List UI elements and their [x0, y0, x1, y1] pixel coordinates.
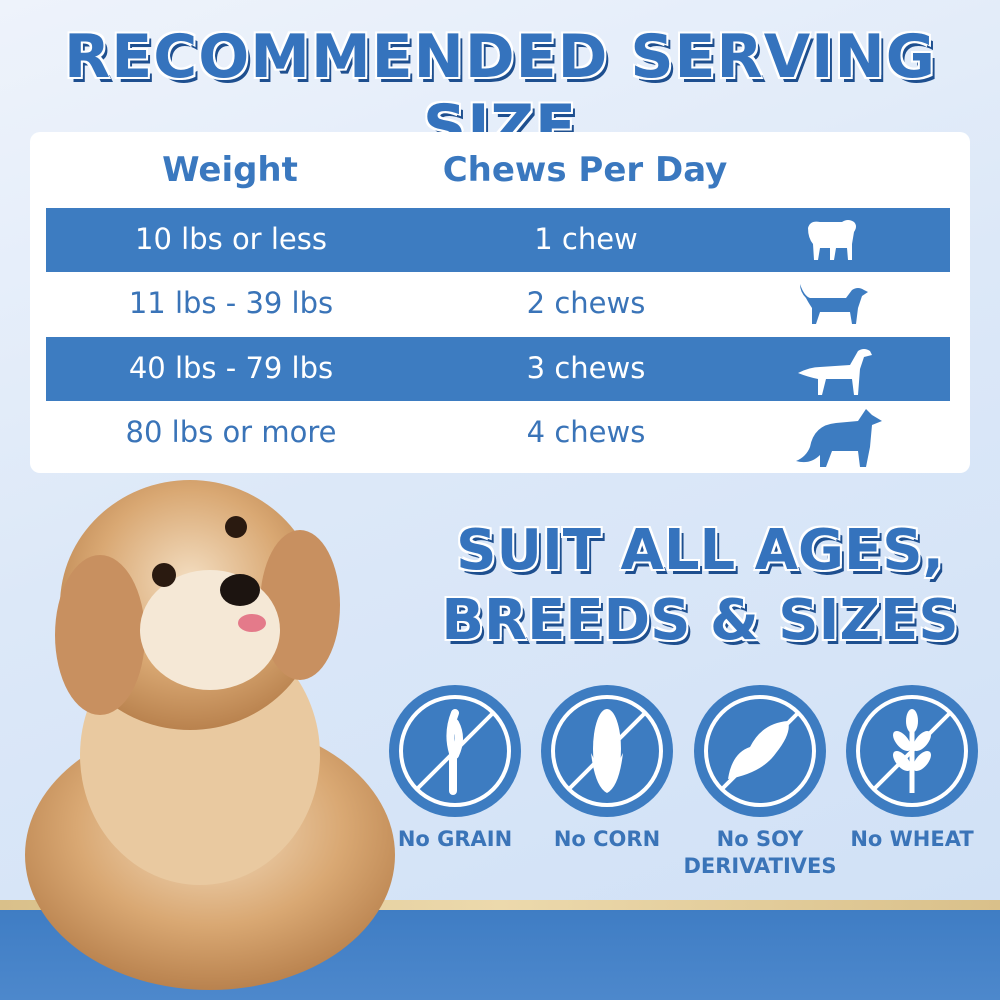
- xlarge-dog-icon: [796, 409, 882, 467]
- badge-label-soy: No SOY DERIVATIVES: [675, 826, 845, 880]
- badge-label-soy-line1: No SOY: [716, 827, 804, 851]
- chews-cell: 3 chews: [526, 351, 646, 385]
- no-wheat-icon: [846, 685, 978, 817]
- weight-cell: 80 lbs or more: [125, 415, 337, 449]
- weight-cell: 10 lbs or less: [135, 222, 327, 256]
- weight-cell: 11 lbs - 39 lbs: [128, 286, 334, 320]
- badge-label-soy-line2: DERIVATIVES: [683, 854, 837, 878]
- table-row: 11 lbs - 39 lbs 2 chews: [46, 272, 950, 336]
- header-weight: Weight: [162, 150, 298, 190]
- badge-label-grain: No GRAIN: [397, 827, 513, 851]
- puppy-photo: [25, 480, 395, 990]
- page-title: RECOMMENDED SERVING SIZE: [64, 22, 936, 162]
- table-row: 80 lbs or more 4 chews: [46, 401, 950, 467]
- small-dog-icon: [808, 220, 856, 260]
- weight-cell: 40 lbs - 79 lbs: [128, 351, 334, 385]
- table-row: 40 lbs - 79 lbs 3 chews: [46, 337, 950, 401]
- chews-cell: 4 chews: [526, 415, 646, 449]
- chews-cell: 2 chews: [526, 286, 646, 320]
- large-dog-icon: [798, 349, 872, 395]
- gold-stripe: [0, 900, 1000, 910]
- chews-cell: 1 chew: [534, 222, 638, 256]
- suit-heading-line1: SUIT ALL AGES,: [456, 518, 944, 583]
- suit-heading-line2: BREEDS & SIZES: [441, 588, 959, 653]
- badge-label-corn: No CORN: [553, 827, 661, 851]
- badge-label-wheat: No WHEAT: [850, 827, 974, 851]
- table-row: 10 lbs or less 1 chew: [46, 208, 950, 272]
- medium-dog-icon: [800, 284, 868, 324]
- no-grain-icon: [389, 685, 521, 817]
- no-corn-icon: [541, 685, 673, 817]
- header-chews: Chews Per Day: [442, 150, 728, 190]
- no-soy-icon: [694, 685, 826, 817]
